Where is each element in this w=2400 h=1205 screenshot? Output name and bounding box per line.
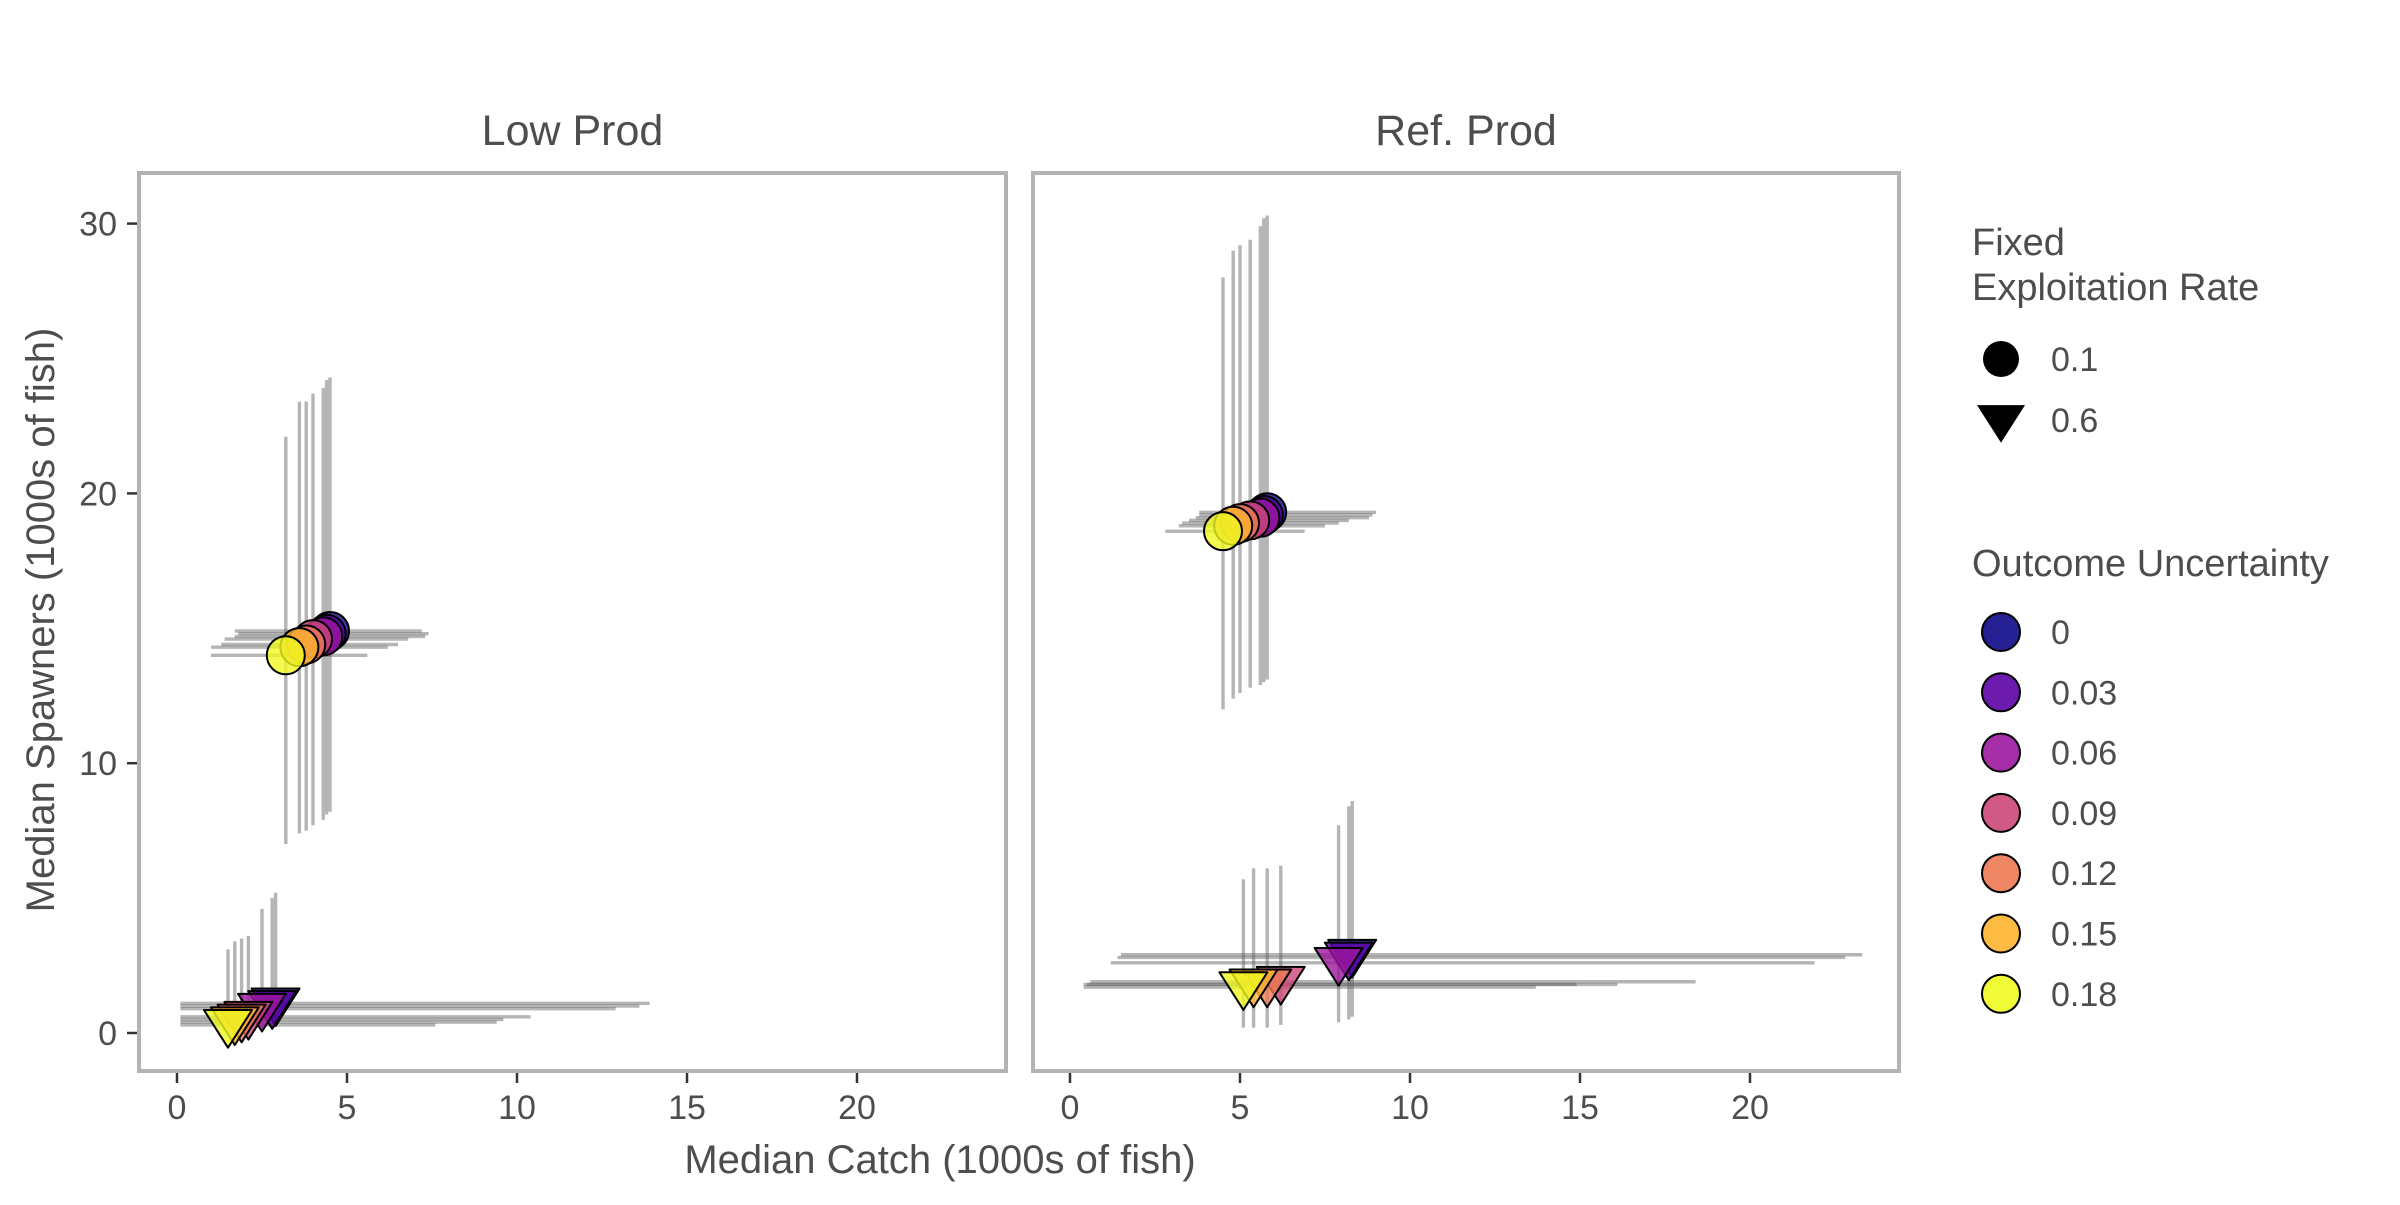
legend-key-swatch (1981, 732, 2021, 773)
legend-label: 0.06 (2051, 735, 2117, 773)
y-axis-title: Median Spawners (1000s of fish) (19, 328, 63, 913)
y-axis: 0 10 20 30 (79, 206, 137, 1053)
panel-border (1031, 171, 1901, 1073)
legend-key-swatch (1981, 672, 2021, 713)
data-point (203, 1009, 253, 1049)
facet-panel-2: Ref. Prod (1031, 107, 1901, 1073)
y-tick-label: 0 (98, 1015, 117, 1053)
legend-label: 0.09 (2051, 795, 2117, 833)
x-tick-label: 10 (1391, 1089, 1429, 1127)
legend-title: Exploitation Rate (1972, 267, 2259, 309)
x-tick-label: 0 (1061, 1089, 1080, 1127)
x-tick-label: 5 (338, 1089, 357, 1127)
x-axis-2: 0 5 10 15 20 (1061, 1073, 1769, 1127)
error-bars (1083, 215, 1863, 1028)
legend-key-swatch (1981, 913, 2021, 954)
legend-label: 0.03 (2051, 674, 2117, 712)
facet-title: Ref. Prod (1375, 107, 1557, 155)
y-tick-label: 30 (79, 206, 117, 244)
data-point (1203, 511, 1243, 552)
data-point (1218, 971, 1269, 1011)
legend-key-circle (1983, 341, 2019, 377)
legend-title: Outcome Uncertainty (1972, 543, 2329, 585)
data-points (1203, 492, 1378, 1011)
legend-label: 0.1 (2051, 341, 2098, 379)
legend-key-swatch (1981, 853, 2021, 894)
legend-color: Outcome Uncertainty 0 0.03 0.06 0.09 0.12 0.15… (1972, 543, 2329, 1014)
x-axis-1: 0 5 10 15 20 (168, 1073, 876, 1127)
facet-panel-1: Low Prod (137, 107, 1008, 1073)
error-bars (180, 377, 650, 1033)
data-point (265, 635, 306, 676)
y-tick-label: 20 (79, 475, 117, 513)
facet-title: Low Prod (482, 107, 664, 155)
x-tick-label: 5 (1231, 1089, 1250, 1127)
legend-title: Fixed (1972, 222, 2065, 264)
legend-label: 0.6 (2051, 402, 2098, 440)
x-tick-label: 0 (168, 1089, 187, 1127)
x-tick-label: 20 (1731, 1089, 1769, 1127)
data-points (203, 610, 350, 1049)
legend-key-swatch (1981, 973, 2021, 1014)
legend-label: 0.15 (2051, 916, 2117, 954)
legend-label: 0.12 (2051, 855, 2117, 893)
legend-key-swatch (1981, 612, 2021, 652)
x-tick-label: 15 (1561, 1089, 1599, 1127)
x-tick-label: 20 (838, 1089, 876, 1127)
x-tick-label: 10 (498, 1089, 536, 1127)
legend-key-triangle (1977, 405, 2025, 443)
legend-label: 0.18 (2051, 976, 2117, 1014)
legend-label: 0 (2051, 614, 2070, 652)
legend-key-swatch (1981, 792, 2021, 833)
x-tick-label: 15 (668, 1089, 706, 1127)
y-tick-label: 10 (79, 745, 117, 783)
data-point (1313, 946, 1364, 987)
x-axis-title: Median Catch (1000s of fish) (684, 1138, 1195, 1182)
panel-border (137, 171, 1008, 1073)
